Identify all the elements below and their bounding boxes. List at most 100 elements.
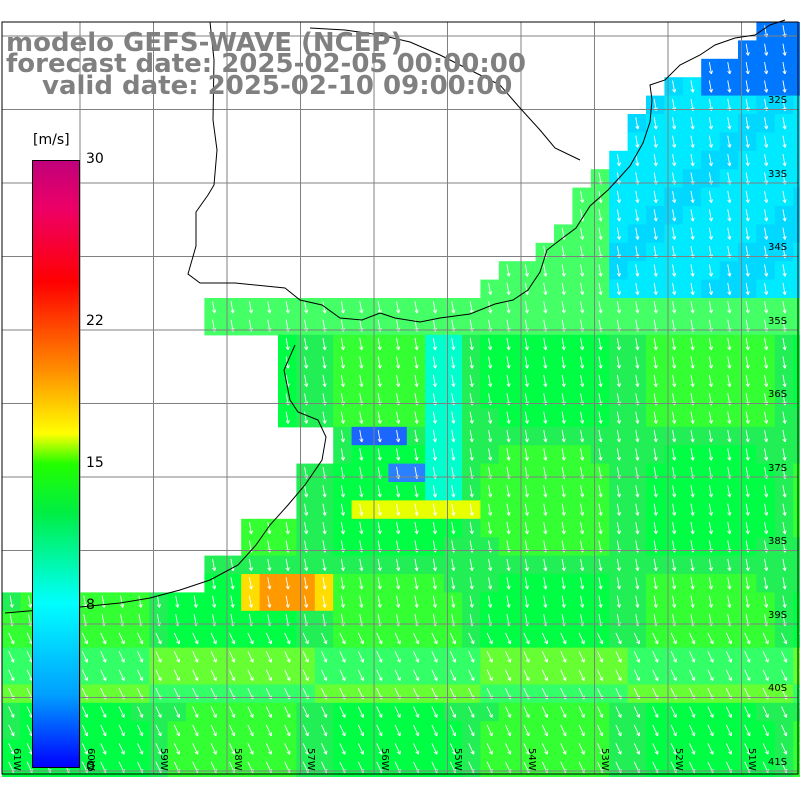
- wind-arrow: [633, 632, 641, 645]
- wind-arrow: [469, 558, 474, 571]
- wind-arrow: [488, 338, 493, 351]
- wind-arrow: [653, 374, 658, 387]
- wind-arrow: [431, 743, 438, 755]
- wind-arrow: [782, 577, 787, 590]
- legend-tick-label: 30: [86, 151, 104, 167]
- wind-arrow: [376, 632, 383, 645]
- wind-arrow: [672, 356, 677, 369]
- wind-arrow: [635, 522, 640, 535]
- wind-arrow: [635, 117, 640, 130]
- wind-arrow: [708, 154, 713, 167]
- wind-arrow: [230, 595, 235, 608]
- wind-arrow: [561, 374, 566, 387]
- wind-arrow: [615, 669, 622, 682]
- legend-tick-label: 0: [86, 759, 95, 775]
- wind-arrow: [690, 264, 695, 277]
- wind-arrow: [505, 706, 512, 718]
- longitude-label: 52W: [672, 748, 684, 771]
- wind-arrow: [340, 301, 345, 314]
- wind-arrow: [708, 595, 713, 608]
- wind-arrow: [339, 706, 346, 718]
- wind-arrow: [580, 503, 585, 516]
- wind-arrow: [81, 743, 89, 755]
- wind-arrow: [322, 338, 327, 351]
- wind-arrow: [118, 724, 125, 737]
- wind-arrow: [782, 374, 787, 387]
- wind-arrow: [285, 595, 290, 608]
- wind-arrow: [524, 301, 529, 314]
- wind-arrow: [764, 209, 769, 222]
- wind-arrow: [633, 706, 641, 718]
- wind-arrow: [672, 374, 677, 387]
- wind-arrow: [745, 558, 750, 571]
- wind-arrow: [543, 577, 548, 590]
- wind-arrow: [708, 577, 713, 590]
- wind-arrow: [247, 651, 254, 663]
- wind-arrow: [561, 338, 566, 351]
- wind-arrow: [782, 117, 787, 130]
- wind-arrow: [523, 669, 530, 682]
- wind-arrow: [598, 411, 603, 424]
- wind-arrow: [137, 724, 144, 737]
- wind-arrow: [616, 522, 621, 535]
- wind-arrow: [745, 135, 750, 148]
- wind-arrow: [782, 190, 787, 203]
- wind-arrow: [156, 595, 161, 608]
- wind-arrow: [672, 264, 677, 277]
- wind-arrow: [248, 522, 253, 535]
- wind-arrow: [524, 282, 529, 295]
- wind-arrow: [248, 595, 253, 608]
- wind-arrow: [727, 154, 732, 167]
- wind-arrow: [764, 62, 769, 75]
- wind-arrow: [560, 669, 567, 682]
- wind-arrow: [413, 669, 420, 682]
- wind-arrow: [376, 651, 383, 663]
- wind-arrow: [598, 448, 603, 461]
- wind-arrow: [543, 595, 548, 608]
- wind-arrow: [635, 356, 640, 369]
- wind-arrow: [432, 485, 437, 498]
- wind-arrow: [764, 485, 769, 498]
- wind-arrow: [377, 338, 382, 351]
- wind-arrow: [580, 374, 585, 387]
- wind-arrow: [357, 632, 365, 645]
- wind-arrow: [670, 706, 677, 718]
- wind-arrow: [340, 430, 345, 443]
- wind-arrow: [230, 577, 235, 590]
- wind-arrow: [359, 356, 364, 369]
- wind-arrow: [580, 430, 585, 443]
- wind-arrow: [598, 558, 603, 571]
- wind-arrow: [653, 301, 658, 314]
- wind-arrow: [744, 706, 751, 718]
- wind-arrow: [745, 411, 750, 424]
- wind-speed-cell: [793, 58, 800, 78]
- wind-arrow: [432, 411, 437, 424]
- wind-arrow: [173, 743, 181, 755]
- wind-arrow: [672, 595, 677, 608]
- wind-arrow: [431, 651, 438, 663]
- wind-arrow: [451, 595, 456, 608]
- wind-arrow: [764, 374, 769, 387]
- wind-arrow: [616, 577, 621, 590]
- wind-arrow: [653, 595, 658, 608]
- wind-arrow: [561, 430, 566, 443]
- wind-arrow: [118, 743, 125, 755]
- wind-arrow: [690, 154, 695, 167]
- wind-arrow: [598, 264, 603, 277]
- wind-arrow: [229, 706, 236, 718]
- wind-arrow: [376, 724, 383, 737]
- wind-arrow: [560, 724, 567, 737]
- longitude-label: 61W: [11, 748, 22, 771]
- wind-arrow: [449, 724, 457, 737]
- wind-arrow: [396, 374, 401, 387]
- wind-arrow: [725, 632, 733, 645]
- wind-arrow: [616, 595, 621, 608]
- wind-arrow: [690, 485, 695, 498]
- wind-arrow: [781, 632, 788, 645]
- wind-arrow: [155, 651, 162, 663]
- wind-arrow: [560, 651, 567, 663]
- wind-arrow: [690, 411, 695, 424]
- wind-arrow: [304, 522, 309, 535]
- wind-arrow: [725, 724, 733, 737]
